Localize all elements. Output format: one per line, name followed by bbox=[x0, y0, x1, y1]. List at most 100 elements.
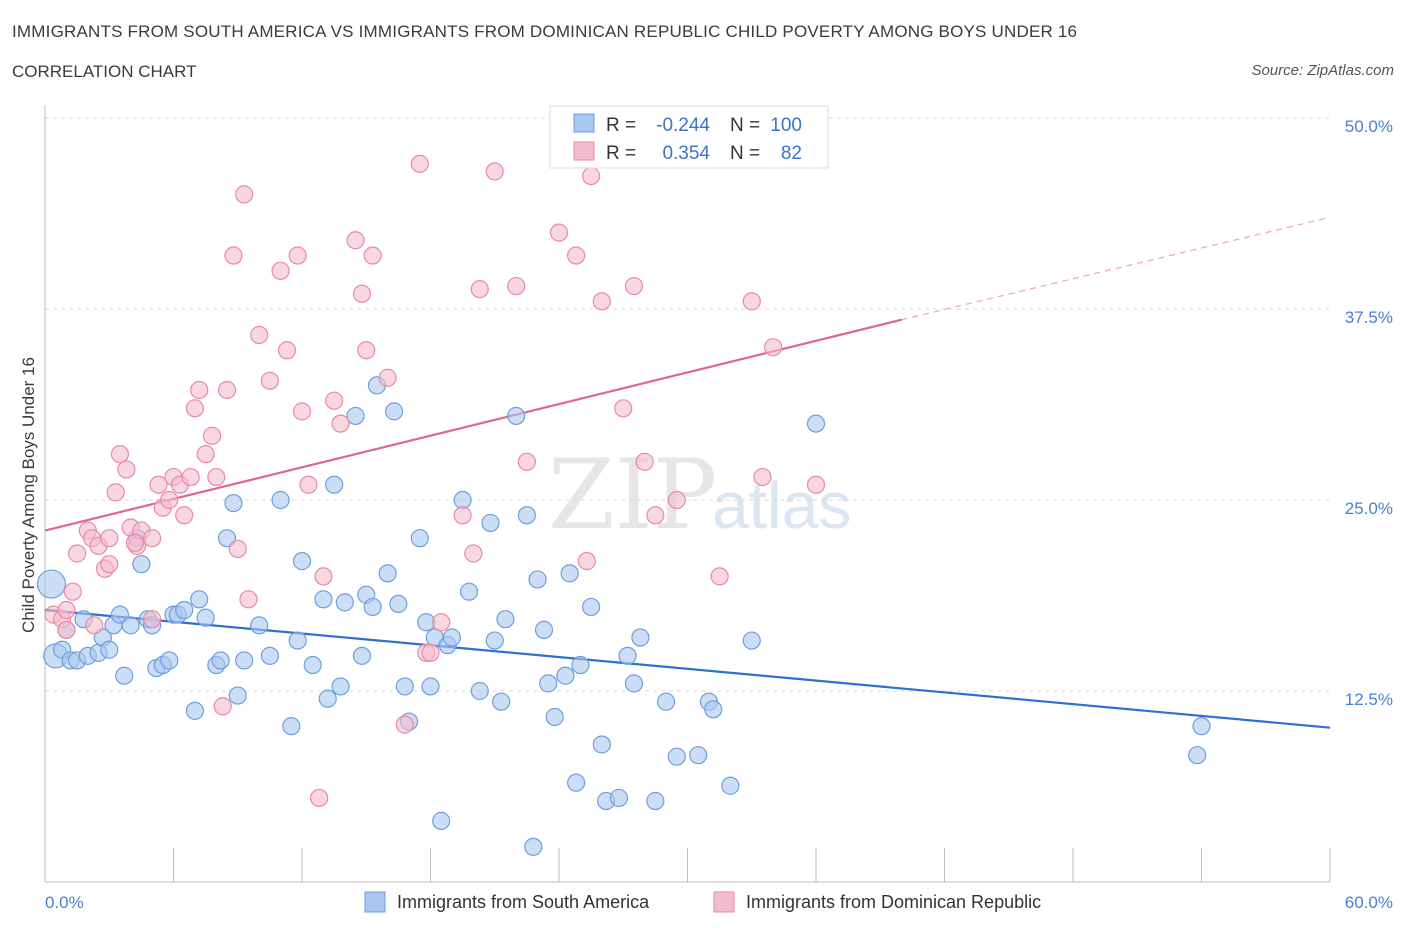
point-dominican-republic bbox=[213, 697, 232, 716]
point-dominican-republic bbox=[410, 154, 429, 173]
point-south-america bbox=[459, 582, 479, 601]
point-dominican-republic bbox=[352, 284, 372, 303]
trend-line-south-america bbox=[44, 608, 1331, 729]
point-dominican-republic bbox=[310, 788, 329, 808]
point-south-america bbox=[235, 651, 254, 670]
point-dominican-republic bbox=[507, 276, 526, 296]
point-dominican-republic bbox=[346, 231, 365, 250]
point-dominican-republic bbox=[764, 338, 783, 357]
point-south-america bbox=[556, 666, 575, 685]
trend-line-dominican-republic bbox=[44, 318, 902, 532]
axes: 12.5% 25.0% 37.5% 50.0% 0.0% 60.0% bbox=[44, 105, 1393, 912]
point-south-america bbox=[646, 791, 665, 811]
point-dominican-republic bbox=[577, 552, 596, 571]
point-dominican-republic bbox=[314, 567, 333, 586]
x-tick-label: 60.0% bbox=[1345, 893, 1393, 912]
point-south-america bbox=[228, 686, 247, 705]
source-label: Source: ZipAtlas.com bbox=[1251, 62, 1394, 79]
point-dominican-republic bbox=[175, 506, 194, 525]
point-south-america bbox=[592, 735, 611, 754]
point-south-america bbox=[453, 490, 472, 510]
point-dominican-republic bbox=[421, 643, 440, 662]
point-south-america bbox=[260, 646, 279, 665]
point-dominican-republic bbox=[363, 246, 382, 265]
y-tick-label: 50.0% bbox=[1345, 117, 1393, 136]
point-dominican-republic bbox=[635, 452, 654, 471]
point-south-america bbox=[582, 597, 601, 617]
data-points bbox=[36, 154, 1211, 856]
bottom-legend: Immigrants from South America Immigrants… bbox=[364, 891, 1041, 913]
stats-legend-box bbox=[549, 105, 829, 169]
point-south-america bbox=[485, 631, 504, 650]
point-dominican-republic bbox=[63, 582, 82, 601]
point-dominican-republic bbox=[549, 223, 569, 242]
point-dominican-republic bbox=[217, 380, 237, 400]
trend-line-dominican-republic-extension bbox=[901, 216, 1331, 321]
legend-swatch-south-america bbox=[364, 891, 386, 913]
point-dominican-republic bbox=[250, 325, 269, 345]
y-tick-label: 12.5% bbox=[1345, 690, 1393, 709]
point-south-america bbox=[1192, 717, 1211, 736]
point-dominican-republic bbox=[228, 539, 247, 558]
stats-r-label-blue: R = bbox=[606, 115, 636, 136]
stats-n-label-blue: N = bbox=[730, 115, 760, 136]
point-south-america bbox=[618, 646, 637, 665]
point-south-america bbox=[704, 700, 723, 719]
point-south-america bbox=[496, 610, 515, 629]
point-dominican-republic bbox=[288, 246, 307, 265]
point-south-america bbox=[36, 569, 67, 599]
point-dominican-republic bbox=[160, 490, 179, 510]
point-dominican-republic bbox=[325, 391, 344, 410]
point-south-america bbox=[363, 597, 382, 617]
point-dominican-republic bbox=[57, 600, 76, 620]
point-south-america bbox=[378, 564, 397, 583]
point-dominican-republic bbox=[710, 567, 729, 586]
x-tick-label: 0.0% bbox=[45, 893, 84, 912]
point-south-america bbox=[432, 811, 451, 830]
watermark: ZIP atlas bbox=[548, 439, 851, 551]
point-dominican-republic bbox=[260, 371, 279, 390]
stats-n-value-pink: 82 bbox=[781, 143, 802, 164]
grid bbox=[45, 117, 1330, 692]
point-south-america bbox=[224, 493, 243, 513]
point-dominican-republic bbox=[142, 610, 162, 629]
point-dominican-republic bbox=[207, 467, 226, 487]
point-dominican-republic bbox=[277, 341, 297, 360]
point-dominican-republic bbox=[614, 399, 633, 418]
point-dominican-republic bbox=[299, 475, 318, 494]
point-dominican-republic bbox=[239, 590, 258, 609]
point-south-america bbox=[631, 628, 650, 647]
point-south-america bbox=[132, 555, 151, 574]
point-dominican-republic bbox=[646, 506, 665, 525]
point-dominican-republic bbox=[582, 166, 601, 186]
y-tick-label: 25.0% bbox=[1345, 499, 1393, 518]
point-south-america bbox=[292, 552, 312, 571]
point-dominican-republic bbox=[292, 402, 312, 421]
point-south-america bbox=[318, 689, 337, 708]
chart-subtitle: CORRELATION CHART bbox=[12, 62, 197, 81]
y-tick-label: 37.5% bbox=[1345, 308, 1393, 327]
point-south-america bbox=[560, 564, 579, 583]
point-dominican-republic bbox=[181, 467, 200, 487]
point-south-america bbox=[190, 590, 209, 609]
point-south-america bbox=[571, 655, 590, 675]
point-south-america bbox=[250, 616, 269, 635]
stats-legend: R = -0.244 N = 100 R = 0.354 N = 82 bbox=[549, 105, 829, 169]
point-south-america bbox=[481, 513, 500, 533]
point-south-america bbox=[689, 746, 708, 765]
point-dominican-republic bbox=[395, 715, 414, 734]
point-dominican-republic bbox=[235, 185, 254, 204]
point-south-america bbox=[470, 681, 489, 701]
point-dominican-republic bbox=[196, 445, 215, 464]
point-dominican-republic bbox=[806, 475, 826, 494]
point-dominican-republic bbox=[667, 490, 686, 510]
point-dominican-republic bbox=[85, 616, 104, 635]
legend-label-dominican-republic: Immigrants from Dominican Republic bbox=[746, 892, 1041, 912]
point-south-america bbox=[331, 677, 350, 696]
point-dominican-republic bbox=[100, 529, 119, 548]
point-south-america bbox=[421, 677, 440, 696]
point-dominican-republic bbox=[453, 506, 472, 525]
point-south-america bbox=[352, 646, 372, 665]
point-south-america bbox=[539, 674, 558, 693]
point-south-america bbox=[1188, 746, 1207, 765]
